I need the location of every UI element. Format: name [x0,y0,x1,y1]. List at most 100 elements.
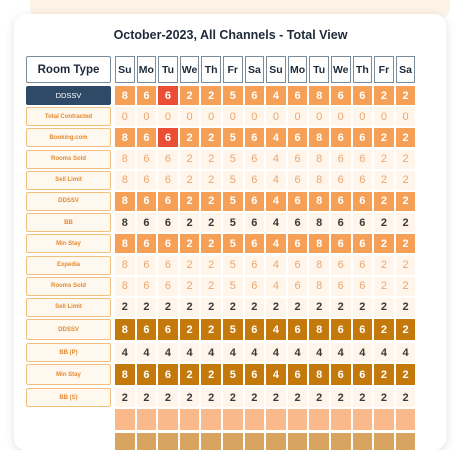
grid-cell[interactable]: 8 [309,319,329,341]
grid-cell[interactable]: 4 [201,343,221,363]
grid-cell[interactable]: 8 [115,276,135,296]
grid-cell[interactable]: 8 [309,276,329,296]
grid-cell[interactable]: 4 [266,213,286,233]
grid-cell[interactable]: 6 [330,170,351,190]
grid-cell[interactable]: 2 [374,191,394,211]
grid-cell[interactable]: 4 [115,343,135,363]
grid-cell[interactable] [115,409,135,431]
grid-cell[interactable]: 6 [330,213,351,233]
grid-cell[interactable]: 5 [222,128,243,148]
grid-cell[interactable]: 2 [395,86,416,105]
grid-cell[interactable]: 8 [309,255,329,275]
grid-cell[interactable]: 2 [266,388,286,408]
grid-cell[interactable]: 2 [395,170,416,190]
grid-cell[interactable]: 8 [115,213,135,233]
grid-cell[interactable]: 2 [115,388,135,408]
grid-cell[interactable]: 0 [374,107,394,127]
grid-cell[interactable]: 6 [158,191,178,211]
grid-cell[interactable]: 0 [287,107,308,127]
grid-cell[interactable]: 6 [244,213,265,233]
row-label[interactable]: BB [26,213,111,233]
row-label[interactable]: DDSSV [26,191,111,211]
grid-cell[interactable] [158,433,178,450]
grid-cell[interactable]: 2 [201,388,221,408]
grid-cell[interactable] [136,433,157,450]
grid-cell[interactable]: 4 [158,343,178,363]
grid-cell[interactable] [201,433,221,450]
grid-cell[interactable]: 6 [136,319,157,341]
grid-cell[interactable]: 6 [287,149,308,169]
grid-cell[interactable]: 2 [179,388,200,408]
grid-cell[interactable]: 2 [201,170,221,190]
grid-cell[interactable]: 4 [266,255,286,275]
grid-cell[interactable]: 2 [201,276,221,296]
grid-cell[interactable]: 2 [374,234,394,254]
grid-cell[interactable]: 5 [222,319,243,341]
grid-cell[interactable]: 6 [244,86,265,105]
grid-cell[interactable]: 2 [374,86,394,105]
grid-cell[interactable]: 2 [179,170,200,190]
grid-cell[interactable]: 6 [287,276,308,296]
grid-cell[interactable]: 6 [330,364,351,386]
grid-cell[interactable]: 6 [136,255,157,275]
row-label[interactable]: BB (S) [26,388,111,408]
grid-cell[interactable]: 2 [136,297,157,317]
grid-cell[interactable]: 0 [179,107,200,127]
grid-cell[interactable]: 6 [158,170,178,190]
grid-cell[interactable]: 0 [330,107,351,127]
grid-cell[interactable]: 4 [266,319,286,341]
row-label[interactable]: Booking.com [26,128,111,148]
grid-cell[interactable]: 2 [395,319,416,341]
grid-cell[interactable]: 6 [287,319,308,341]
grid-cell[interactable]: 2 [287,297,308,317]
grid-cell[interactable]: 6 [244,149,265,169]
grid-cell[interactable]: 2 [374,388,394,408]
grid-cell[interactable] [115,433,135,450]
grid-cell[interactable]: 6 [352,234,373,254]
grid-cell[interactable]: 2 [395,149,416,169]
grid-cell[interactable]: 6 [330,276,351,296]
grid-cell[interactable]: 2 [395,191,416,211]
grid-cell[interactable]: 2 [374,319,394,341]
grid-cell[interactable]: 4 [266,128,286,148]
grid-cell[interactable]: 5 [222,86,243,105]
grid-cell[interactable]: 2 [201,213,221,233]
grid-cell[interactable]: 6 [352,213,373,233]
grid-cell[interactable] [395,433,416,450]
grid-cell[interactable] [352,409,373,431]
grid-cell[interactable]: 6 [158,149,178,169]
grid-cell[interactable]: 5 [222,191,243,211]
grid-cell[interactable]: 2 [395,234,416,254]
grid-cell[interactable]: 8 [309,191,329,211]
grid-cell[interactable]: 6 [352,255,373,275]
grid-cell[interactable]: 4 [266,343,286,363]
grid-cell[interactable]: 4 [266,170,286,190]
grid-cell[interactable]: 8 [115,234,135,254]
grid-cell[interactable]: 0 [222,107,243,127]
grid-cell[interactable]: 8 [309,149,329,169]
grid-cell[interactable]: 6 [352,170,373,190]
grid-cell[interactable]: 8 [115,149,135,169]
grid-cell[interactable]: 2 [201,191,221,211]
grid-cell[interactable]: 6 [136,234,157,254]
grid-cell[interactable]: 2 [374,128,394,148]
grid-cell[interactable]: 6 [244,276,265,296]
grid-cell[interactable]: 4 [266,364,286,386]
grid-cell[interactable]: 6 [352,364,373,386]
grid-cell[interactable]: 2 [158,388,178,408]
grid-cell[interactable]: 2 [115,297,135,317]
grid-cell[interactable]: 8 [309,213,329,233]
grid-cell[interactable]: 2 [201,149,221,169]
grid-cell[interactable]: 4 [266,234,286,254]
grid-cell[interactable]: 2 [330,388,351,408]
grid-cell[interactable]: 2 [179,191,200,211]
grid-cell[interactable] [374,433,394,450]
grid-cell[interactable]: 2 [179,149,200,169]
grid-cell[interactable]: 4 [244,343,265,363]
row-label[interactable]: BB (P) [26,343,111,363]
grid-cell[interactable]: 2 [330,297,351,317]
grid-cell[interactable]: 8 [115,86,135,105]
grid-cell[interactable]: 6 [244,255,265,275]
grid-cell[interactable]: 8 [115,170,135,190]
grid-cell[interactable]: 6 [287,234,308,254]
